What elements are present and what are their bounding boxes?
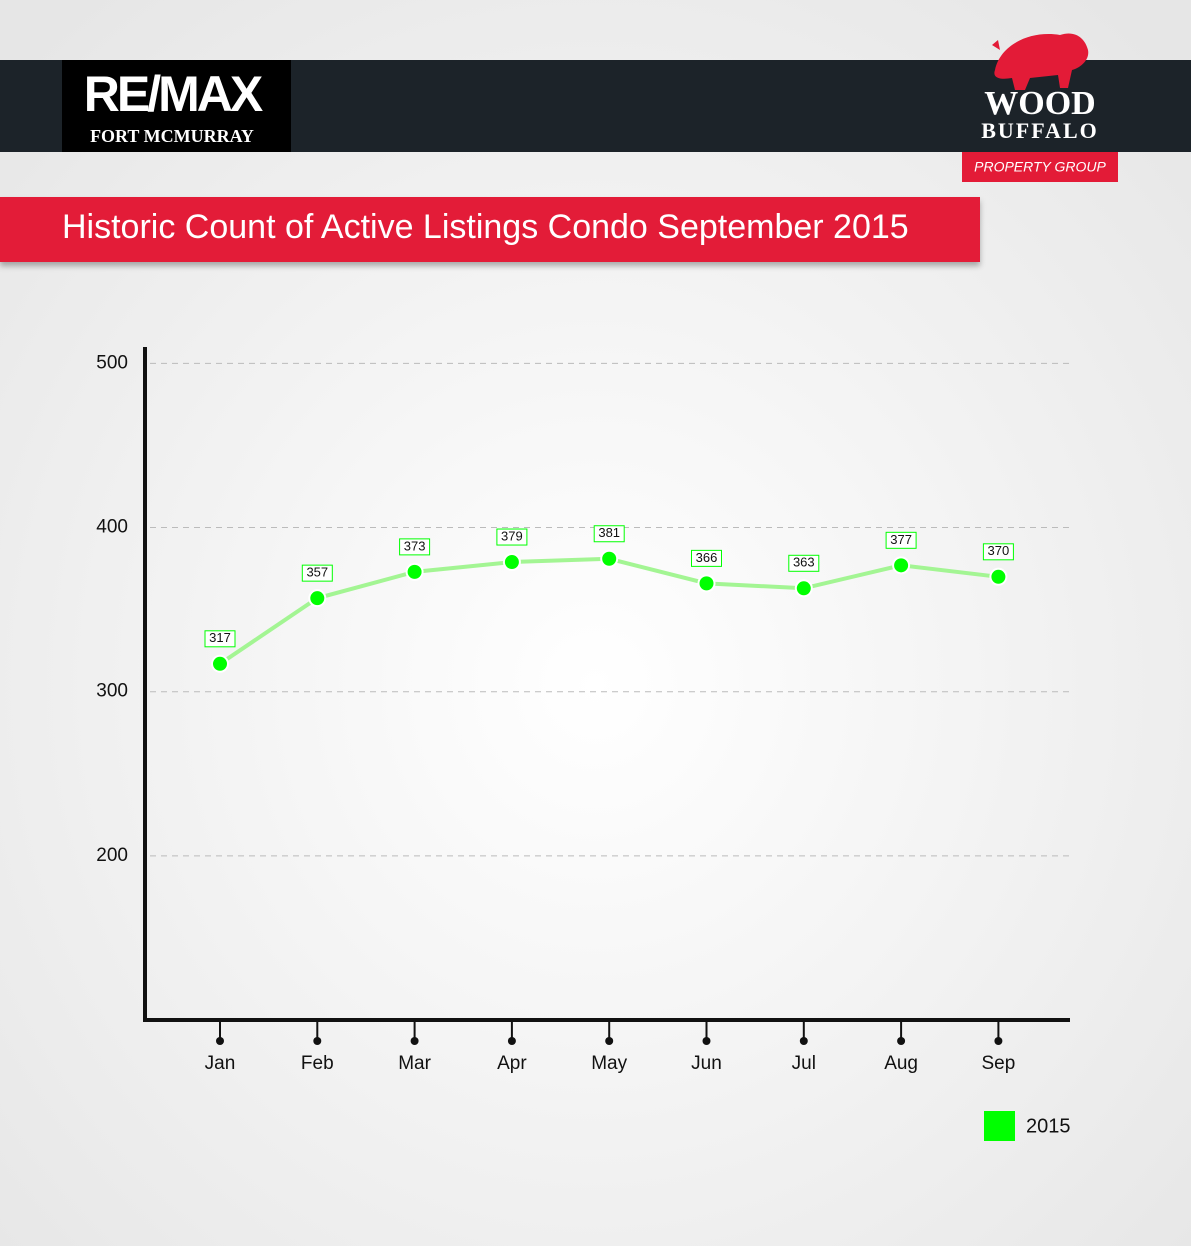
x-tick-dot — [507, 1037, 516, 1045]
x-tick-label: Mar — [398, 1053, 431, 1074]
remax-sub: FORT MCMURRAY — [90, 126, 254, 146]
legend-label: 2015 — [1026, 1115, 1071, 1137]
y-tick-label: 200 — [96, 845, 128, 866]
data-point — [405, 562, 424, 581]
data-label: 381 — [598, 525, 620, 540]
x-tick-dot — [897, 1037, 906, 1045]
data-label: 377 — [890, 532, 912, 547]
x-tick-label: Jul — [792, 1053, 816, 1074]
remax-logo: RE/MAX — [84, 66, 263, 122]
data-point — [697, 574, 716, 593]
data-label-box — [691, 549, 722, 567]
data-label-box — [496, 528, 528, 546]
data-point — [308, 589, 327, 608]
data-point — [600, 549, 619, 568]
x-tick-label: Jan — [205, 1053, 236, 1074]
x-tick-dot — [994, 1037, 1003, 1045]
data-label-box — [788, 554, 820, 572]
wood-text: WOOD — [984, 85, 1095, 122]
y-tick-label: 300 — [96, 681, 128, 702]
x-tick-label: Apr — [497, 1053, 527, 1074]
data-label: 357 — [306, 565, 328, 580]
legend-swatch — [984, 1111, 1015, 1141]
x-tick-label: Aug — [884, 1053, 918, 1074]
tag-text: PROPERTY GROUP — [974, 159, 1106, 175]
remax-logo-box — [62, 60, 291, 152]
x-tick-dot — [605, 1037, 614, 1045]
x-tick-label: Jun — [691, 1053, 722, 1074]
x-tick-dot — [702, 1037, 711, 1045]
plot: 200 300 400 500 Jan Feb Mar Apr May Jun Jul Aug Sep 3… — [96, 347, 1071, 1141]
data-label-box — [982, 543, 1014, 561]
x-tick-dot — [799, 1037, 808, 1045]
title-banner — [0, 197, 980, 262]
data-label: 366 — [696, 550, 718, 565]
x-tick-label: Sep — [981, 1053, 1015, 1074]
buffalo-text: BUFFALO — [981, 118, 1098, 143]
x-tick-dot — [313, 1037, 322, 1045]
data-label-box — [301, 564, 333, 582]
data-label-box — [204, 630, 236, 648]
y-tick-label: 500 — [96, 352, 128, 373]
x-tick-label: May — [591, 1053, 627, 1074]
data-label-box — [399, 538, 431, 556]
chart-title: Historic Count of Active Listings Condo … — [62, 208, 909, 246]
data-label-box — [593, 525, 625, 543]
data-label: 317 — [209, 630, 231, 645]
x-tick-dot — [216, 1037, 224, 1045]
data-label: 379 — [501, 528, 523, 543]
y-tick-label: 400 — [96, 517, 128, 538]
tag-box — [962, 152, 1118, 182]
data-point — [502, 553, 521, 572]
data-label-box — [885, 531, 917, 549]
data-label: 363 — [793, 555, 815, 570]
data-point — [794, 579, 813, 598]
data-point — [892, 556, 911, 575]
data-point — [989, 567, 1008, 586]
data-point — [211, 654, 229, 673]
data-label: 370 — [988, 543, 1010, 558]
x-tick-label: Feb — [301, 1053, 334, 1074]
data-label: 373 — [404, 538, 426, 553]
bison-icon — [992, 33, 1089, 90]
x-tick-dot — [410, 1037, 419, 1045]
